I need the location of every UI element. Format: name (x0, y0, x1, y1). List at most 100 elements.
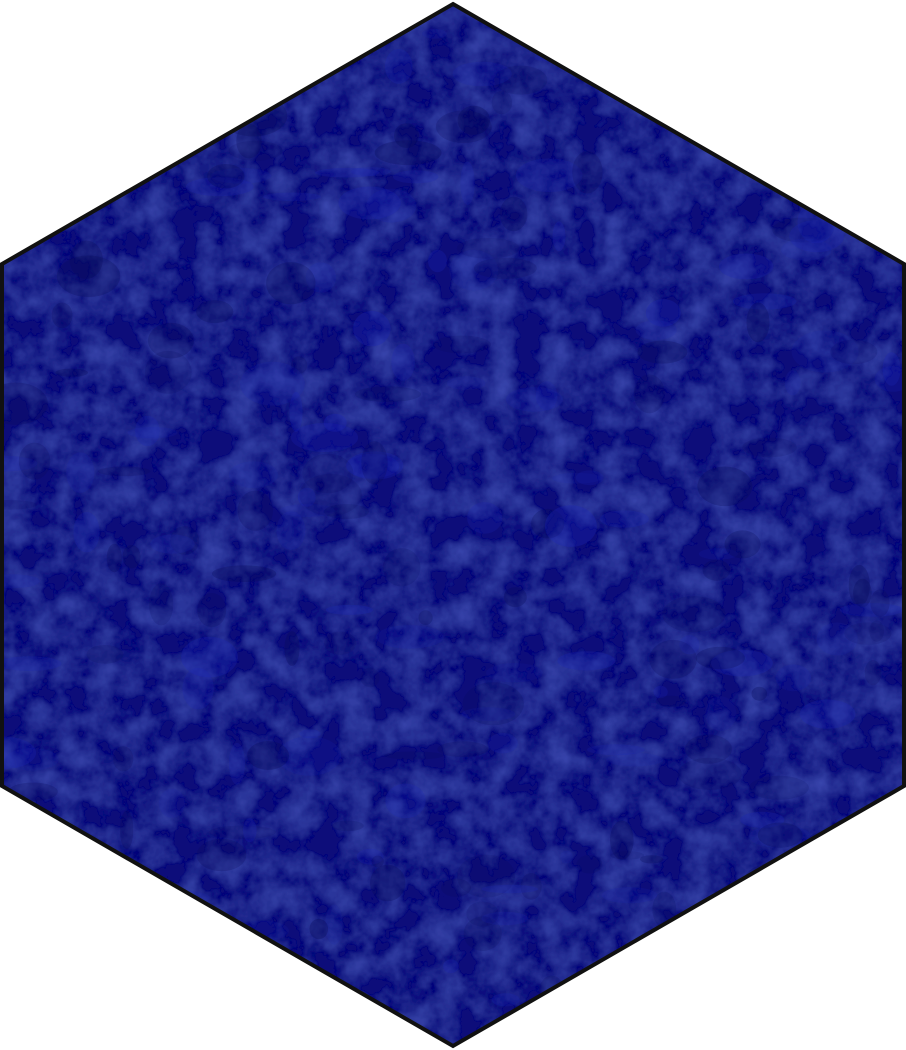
texture-blotch (772, 217, 834, 243)
texture-blotch (55, 368, 88, 377)
texture-blotch (385, 783, 426, 819)
texture-blotch (640, 855, 664, 864)
texture-blotch (635, 320, 677, 340)
texture-blotch (223, 997, 249, 1020)
texture-blotch (437, 741, 489, 757)
texture-blotch (277, 736, 342, 776)
texture-blotch (491, 993, 520, 1007)
texture-blotch (653, 685, 668, 699)
texture-blotch (695, 646, 745, 670)
texture-blotch (331, 4, 364, 36)
texture-blotch (323, 413, 347, 432)
texture-blotch (839, 603, 904, 617)
texture-blotch (150, 534, 195, 554)
texture-blotch (706, 1023, 772, 1039)
texture-blotch (491, 90, 513, 115)
texture-blotch (428, 249, 447, 273)
texture-blotch (185, 177, 254, 197)
texture-blotch (748, 1006, 762, 1039)
texture-blotch (628, 976, 689, 1002)
texture-blotch (534, 1002, 567, 1012)
texture-blotch (5, 748, 59, 771)
texture-blotch (55, 858, 82, 885)
texture-blotch (606, 963, 647, 990)
texture-blotch (587, 744, 645, 756)
texture-blotch (655, 695, 687, 707)
texture-blotch (711, 649, 773, 677)
texture-blotch (499, 196, 528, 232)
texture-blotch (651, 42, 677, 52)
texture-blotch (351, 167, 391, 177)
texture-blotch (191, 4, 227, 22)
texture-blotch (208, 825, 276, 839)
texture-blotch (240, 361, 305, 406)
texture-blotch (227, 64, 252, 75)
texture-blotch (610, 851, 645, 860)
texture-blotch (324, 504, 369, 520)
texture-blotch (382, 548, 421, 587)
texture-blotch (705, 696, 737, 731)
texture-blotch (197, 593, 227, 628)
texture-blotch (535, 381, 558, 411)
texture-blotch (780, 238, 832, 261)
texture-blotch (466, 901, 499, 927)
texture-blotch (302, 453, 354, 494)
texture-blotch (106, 987, 143, 1024)
texture-blotch (122, 545, 141, 569)
texture-blotch (356, 848, 384, 865)
texture-blotch (784, 370, 801, 396)
texture-blotch (572, 151, 603, 194)
texture-blotch (325, 904, 343, 945)
texture-blotch (60, 946, 104, 960)
texture-blotch (677, 757, 742, 791)
texture-blotch (778, 4, 793, 42)
texture-blotch (375, 625, 444, 649)
texture-blotch (793, 49, 821, 78)
texture-blotch (370, 864, 406, 902)
texture-blotch (229, 742, 245, 785)
texture-blotch (354, 386, 421, 403)
texture-blotch (211, 168, 272, 184)
texture-blotch (601, 1031, 646, 1046)
texture-blotch (801, 72, 851, 109)
texture-blotch (236, 123, 262, 159)
texture-blotch (481, 911, 529, 926)
texture-blotch (361, 441, 388, 485)
texture-blotch (882, 352, 901, 386)
texture-blotch (544, 505, 597, 547)
texture-blotch (113, 746, 134, 772)
texture-blotch (314, 167, 380, 178)
texture-blotch (16, 152, 81, 179)
texture-blotch (280, 504, 335, 517)
texture-blotch (69, 240, 103, 279)
texture-blotch (596, 70, 664, 102)
texture-blotch (4, 927, 60, 966)
texture-blotch (2, 382, 48, 425)
texture-blotch (456, 854, 516, 898)
texture-blotch (649, 639, 697, 679)
texture-blotch (520, 873, 542, 900)
texture-blotch (263, 192, 321, 201)
texture-blotch (127, 427, 178, 439)
texture-blotch (601, 887, 658, 904)
texture-blotch (677, 1016, 708, 1040)
texture-blotch (324, 631, 357, 655)
texture-blotch (435, 110, 492, 144)
texture-blotch (724, 530, 761, 559)
texture-blotch (699, 986, 735, 995)
texture-blotch (299, 473, 362, 516)
texture-blotch (494, 65, 548, 95)
texture-blotch (732, 293, 797, 310)
texture-blotch (697, 466, 753, 507)
texture-blotch (291, 356, 308, 374)
texture-blotch (610, 820, 634, 860)
texture-blotch (505, 387, 563, 412)
texture-blotch (463, 916, 502, 951)
texture-blotch (135, 415, 160, 447)
texture-blotch (799, 699, 856, 729)
texture-blotch (247, 741, 290, 770)
texture-blotch (588, 1037, 649, 1046)
